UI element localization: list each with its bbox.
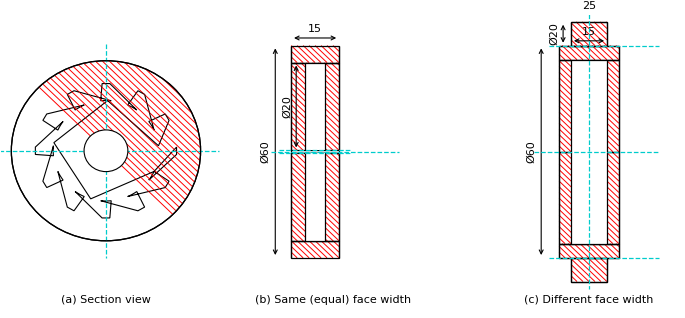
- Circle shape: [84, 130, 128, 172]
- Circle shape: [12, 61, 201, 241]
- Text: (b) Same (equal) face width: (b) Same (equal) face width: [255, 294, 411, 305]
- Text: (c) Different face width: (c) Different face width: [524, 294, 653, 305]
- Text: Ø20: Ø20: [282, 95, 292, 118]
- Text: 25: 25: [582, 1, 596, 10]
- Polygon shape: [36, 84, 177, 218]
- Text: Ø20: Ø20: [549, 22, 559, 45]
- Text: 15: 15: [308, 24, 322, 34]
- Polygon shape: [571, 60, 607, 152]
- Text: Ø60: Ø60: [526, 140, 536, 163]
- Polygon shape: [305, 153, 325, 241]
- Polygon shape: [305, 63, 325, 150]
- Text: (a) Section view: (a) Section view: [61, 294, 151, 305]
- Text: 15: 15: [582, 27, 596, 37]
- Text: Ø60: Ø60: [260, 140, 271, 163]
- Polygon shape: [571, 152, 607, 244]
